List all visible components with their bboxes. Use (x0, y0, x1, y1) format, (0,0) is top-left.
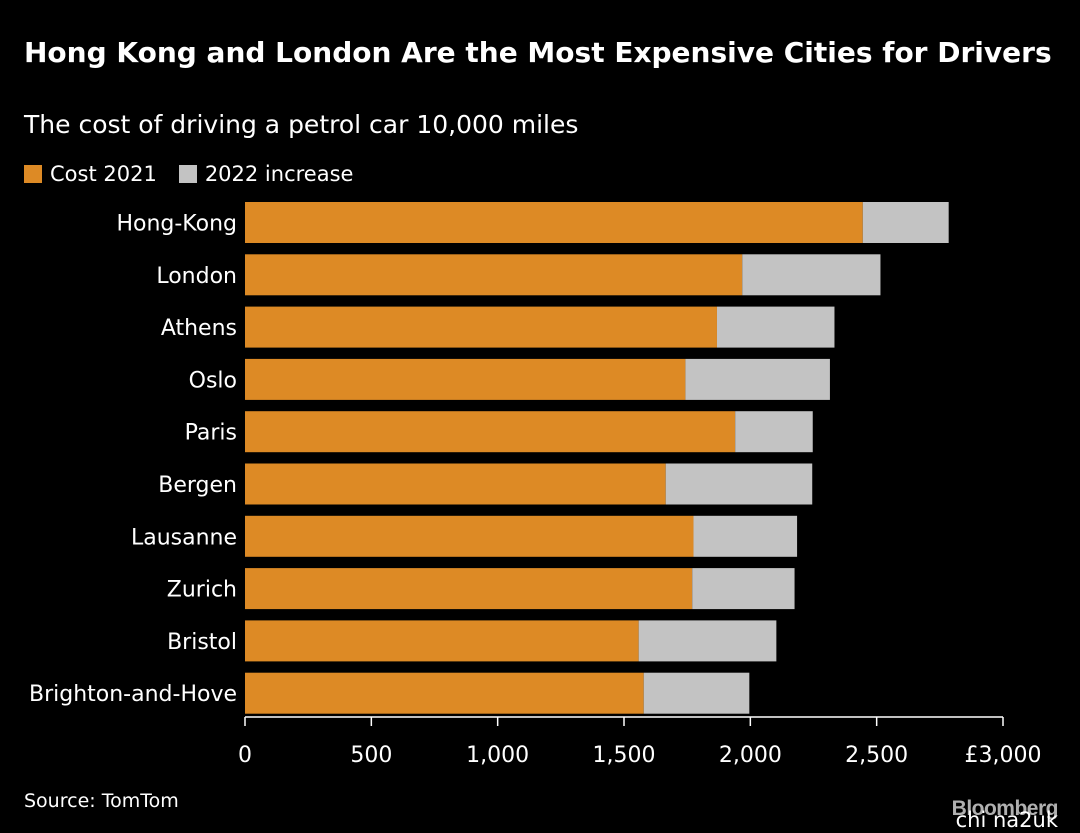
legend: Cost 2021 2022 increase (24, 162, 375, 186)
category-label-athens: Athens (161, 316, 237, 341)
legend-label-2022-increase: 2022 increase (204, 162, 354, 186)
x-tick-label-2500: 2,500 (845, 743, 908, 768)
bar-paris-cost-2021 (245, 411, 736, 453)
x-tick-label-1000: 1,000 (466, 743, 529, 768)
legend-item-2022-increase: 2022 increase (178, 162, 354, 186)
bar-bergen-2022-increase (665, 463, 813, 505)
bar-oslo-2022-increase (685, 358, 830, 400)
bar-athens-cost-2021 (245, 306, 717, 348)
legend-swatch-2022-increase (178, 165, 197, 183)
category-label-bristol: Bristol (167, 630, 237, 655)
category-label-brighton-and-hove: Brighton-and-Hove (29, 682, 237, 707)
bar-oslo-cost-2021 (245, 358, 686, 400)
chart-subtitle: The cost of driving a petrol car 10,000 … (24, 110, 579, 139)
bar-brighton-and-hove-2022-increase (643, 672, 750, 714)
x-tick-label-2000: 2,000 (719, 743, 782, 768)
bar-lausanne-2022-increase (693, 515, 798, 557)
bar-hong-kong-2022-increase (862, 202, 949, 243)
legend-item-cost-2021: Cost 2021 (24, 162, 157, 186)
x-tick-label-3000: £3,000 (965, 743, 1042, 768)
bar-zurich-cost-2021 (245, 568, 693, 610)
bar-zurich-2022-increase (692, 568, 795, 610)
bar-hong-kong-cost-2021 (245, 202, 863, 243)
bar-london-cost-2021 (245, 254, 743, 296)
source-note: Source: TomTom (24, 790, 179, 812)
category-label-paris: Paris (185, 421, 237, 446)
category-label-london: London (156, 264, 237, 289)
category-label-oslo: Oslo (189, 368, 237, 393)
bloomberg-logo: Bloomberg (951, 797, 1059, 820)
bar-brighton-and-hove-cost-2021 (245, 672, 644, 714)
category-label-zurich: Zurich (167, 578, 237, 603)
watermark-text: chi na2uk (955, 808, 1058, 832)
x-tick-label-1500: 1,500 (593, 743, 656, 768)
chart-title: Hong Kong and London Are the Most Expens… (24, 36, 1052, 69)
bar-london-2022-increase (742, 254, 881, 296)
bar-bristol-cost-2021 (245, 620, 639, 662)
x-tick-label-0: 0 (238, 743, 252, 768)
bar-athens-2022-increase (716, 306, 835, 348)
legend-label-cost-2021: Cost 2021 (50, 162, 157, 186)
bar-bergen-cost-2021 (245, 463, 666, 505)
bar-bristol-2022-increase (638, 620, 777, 662)
category-label-hong-kong: Hong-Kong (116, 212, 237, 237)
category-label-lausanne: Lausanne (131, 525, 237, 550)
category-label-bergen: Bergen (158, 473, 237, 498)
bar-lausanne-cost-2021 (245, 515, 694, 557)
legend-swatch-cost-2021 (24, 165, 42, 183)
bar-paris-2022-increase (735, 411, 813, 453)
x-tick-label-500: 500 (350, 743, 392, 768)
bar-chart: Hong-Kong London Athens Oslo Paris Bergen Laus… (29, 202, 1042, 768)
